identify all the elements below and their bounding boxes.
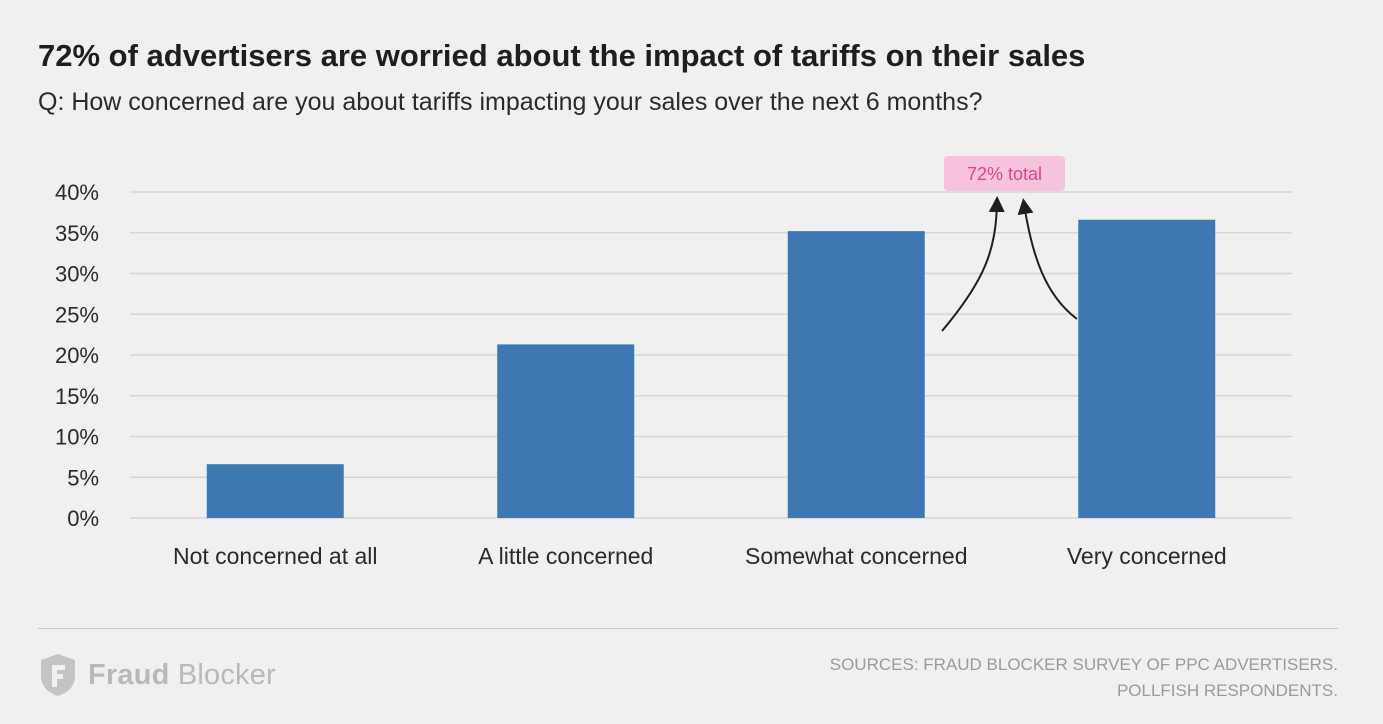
- brand-name: Fraud Blocker: [88, 659, 276, 692]
- bar: [206, 464, 344, 518]
- y-tick-label: 25%: [55, 302, 99, 327]
- x-tick-label: Not concerned at all: [173, 543, 378, 569]
- sources-note: SOURCES: FRAUD BLOCKER SURVEY OF PPC ADV…: [830, 652, 1338, 704]
- brand-logo: Fraud Blocker: [38, 652, 276, 698]
- x-axis-tick-labels: Not concerned at all A little concerned So…: [173, 543, 1227, 569]
- bars: [206, 219, 1216, 518]
- x-tick-label: A little concerned: [478, 543, 653, 569]
- annotation-label: 72% total: [967, 164, 1042, 184]
- x-tick-label: Very concerned: [1067, 543, 1227, 569]
- brand-name-bold: Fraud: [88, 658, 170, 691]
- annotation-arrow-right: [1017, 198, 1078, 320]
- shield-logo-icon: [41, 654, 75, 696]
- total-annotation: 72% total: [941, 156, 1078, 332]
- chart-subtitle: Q: How concerned are you about tariffs i…: [38, 88, 983, 116]
- sources-line-1: SOURCES: FRAUD BLOCKER SURVEY OF PPC ADV…: [829, 655, 1338, 674]
- y-tick-label: 0%: [67, 506, 99, 531]
- y-tick-label: 30%: [55, 262, 99, 287]
- y-tick-label: 10%: [55, 425, 99, 450]
- bar: [1078, 219, 1216, 518]
- brand-name-rest: Blocker: [169, 658, 276, 691]
- sources-line-2: POLLFISH RESPONDENTS.: [1116, 681, 1338, 700]
- y-tick-label: 35%: [55, 221, 99, 246]
- y-tick-label: 40%: [55, 180, 99, 205]
- footer-divider: [38, 628, 1338, 629]
- y-axis-tick-labels: 0% 5% 10% 15% 20% 25% 30% 35% 40%: [55, 180, 99, 531]
- bar: [787, 231, 925, 518]
- bar: [497, 344, 635, 518]
- x-tick-label: Somewhat concerned: [745, 543, 967, 569]
- y-tick-label: 5%: [67, 465, 99, 490]
- annotation-arrow-left: [941, 196, 1005, 332]
- bar-chart: 0% 5% 10% 15% 20% 25% 30% 35% 40% Not concerned …: [55, 156, 1292, 569]
- annotation-badge: [944, 156, 1065, 191]
- y-tick-label: 15%: [55, 384, 99, 409]
- chart-title: 72% of advertisers are worried about the…: [38, 38, 1086, 73]
- y-tick-label: 20%: [55, 343, 99, 368]
